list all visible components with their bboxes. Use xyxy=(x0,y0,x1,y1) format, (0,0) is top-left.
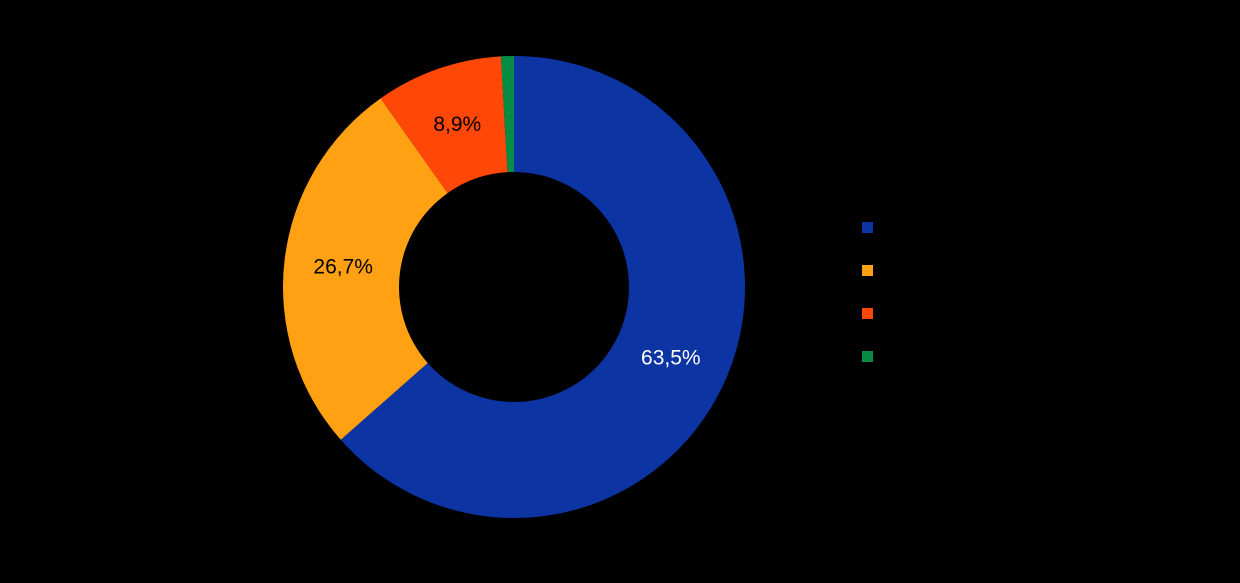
slice-percentage-label: 63,5% xyxy=(641,346,701,369)
legend-item-4 xyxy=(862,351,882,362)
legend-swatch xyxy=(862,222,873,233)
donut-slice-4 xyxy=(500,56,514,173)
donut-slice-1 xyxy=(340,56,745,518)
slice-percentage-labels: 63,5% 26,7% 8,9% xyxy=(313,113,700,369)
legend-item-1 xyxy=(862,222,882,233)
legend-swatch xyxy=(862,351,873,362)
slice-percentage-label: 8,9% xyxy=(433,113,481,136)
legend-swatch xyxy=(862,265,873,276)
donut-slices xyxy=(283,56,745,518)
legend-swatch xyxy=(862,308,873,319)
donut-slice-3 xyxy=(380,56,508,194)
donut-slice-2 xyxy=(283,98,448,440)
legend-item-2 xyxy=(862,265,882,276)
slice-percentage-label: 26,7% xyxy=(313,256,373,279)
legend-item-3 xyxy=(862,308,882,319)
